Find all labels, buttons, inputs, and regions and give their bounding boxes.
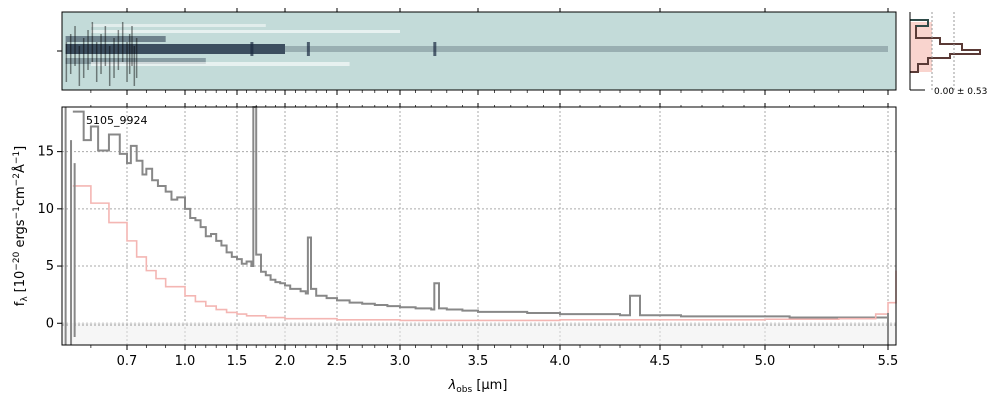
x-tick-label: 1.0 bbox=[175, 354, 196, 369]
spec2d-noise-column bbox=[108, 46, 111, 86]
spec2d-noise-column bbox=[78, 46, 81, 86]
spec2d-noise-column bbox=[95, 42, 98, 82]
spec2d-band bbox=[90, 62, 350, 66]
spec2d-noise-column bbox=[69, 34, 72, 74]
spec2d-noise-column bbox=[100, 34, 102, 74]
y-axis-ticks: 0 5 10 15 bbox=[37, 145, 62, 331]
y-axis-label-units: [10 bbox=[13, 271, 28, 293]
x-tick-label: 4.5 bbox=[650, 354, 671, 369]
spec2d-noise-column bbox=[82, 38, 85, 78]
y-axis-label-exp1: −20 bbox=[12, 251, 22, 270]
spec2d-band bbox=[65, 36, 166, 42]
spec2d-noise-column bbox=[128, 34, 131, 74]
x-tick-label: 2.5 bbox=[327, 354, 348, 369]
x-tick-label: 4.0 bbox=[550, 354, 571, 369]
y-axis-label-exp2: −1 bbox=[12, 206, 22, 219]
flux-series-line bbox=[72, 106, 889, 319]
x-tick-label: 0.7 bbox=[117, 354, 138, 369]
zero-band bbox=[62, 323, 896, 345]
plot-frame bbox=[61, 106, 897, 346]
spec2d-noise-column bbox=[135, 38, 138, 78]
histogram-model-outline bbox=[910, 19, 929, 27]
y-axis-label-mid1: ergs bbox=[13, 219, 28, 251]
spec2d-noise-column bbox=[87, 30, 89, 70]
histogram-stat-label: 0.00 ± 0.53 bbox=[934, 87, 987, 97]
y-axis-label-exp4: −1 bbox=[12, 151, 22, 164]
y-axis-label-end: ] bbox=[13, 146, 28, 151]
spec2d-noise-column bbox=[133, 46, 136, 86]
y-axis-label-mid2: cm bbox=[13, 186, 28, 206]
x-axis-label-sub: obs bbox=[456, 385, 472, 395]
spec2d-emission-line bbox=[433, 42, 437, 56]
spec2d-emission-line bbox=[306, 42, 310, 56]
spec2d-noise-column bbox=[121, 22, 124, 62]
spec2d-streaks bbox=[65, 22, 888, 86]
y-tick-label: 15 bbox=[37, 145, 54, 160]
y-tick-label: 0 bbox=[46, 316, 54, 331]
spec2d-noise-column bbox=[91, 22, 94, 62]
y-axis-label-exp3: −2 bbox=[12, 173, 22, 186]
spec2d-band bbox=[90, 30, 400, 33]
spec2d-noise-column bbox=[65, 42, 68, 82]
x-axis-label-symbol: λ bbox=[448, 378, 457, 393]
y-axis-label: fλ[10−20 ergs−1cm−2Å−1] bbox=[12, 146, 30, 306]
spec2d-band bbox=[65, 58, 206, 64]
x-tick-label: 3.5 bbox=[468, 354, 489, 369]
histogram-panel: 0.00 ± 0.53 bbox=[909, 12, 987, 97]
spec2d-noise-column bbox=[104, 26, 107, 66]
x-tick-label: 2.0 bbox=[275, 354, 296, 369]
x-axis-label-units: [μm] bbox=[472, 378, 507, 393]
x-axis-label: λobs [μm] bbox=[448, 378, 508, 395]
spec2d-panel bbox=[57, 8, 897, 95]
y-tick-label: 5 bbox=[46, 259, 54, 274]
x-tick-label: 5.0 bbox=[755, 354, 776, 369]
spec2d-emission-line bbox=[250, 42, 254, 56]
spec2d-band bbox=[90, 24, 266, 27]
spec2d-noise-column bbox=[126, 42, 128, 82]
spectrum-panel: 0.7 1.0 1.5 2.0 2.5 3.0 3.5 4.0 4.5 5.0 5.5 0 5 10 15… bbox=[37, 103, 898, 369]
spec2d-noise-column bbox=[131, 26, 133, 66]
spec2d-band bbox=[285, 46, 888, 52]
plot-area bbox=[62, 107, 896, 345]
spec2d-band bbox=[65, 44, 285, 54]
error-series-line bbox=[72, 185, 897, 322]
x-tick-label: 3.0 bbox=[390, 354, 411, 369]
x-tick-label: 1.5 bbox=[227, 354, 248, 369]
x-tick-label: 5.5 bbox=[878, 354, 899, 369]
y-tick-label: 10 bbox=[37, 202, 54, 217]
spec2d-noise-column bbox=[117, 30, 120, 70]
spec2d-xticks bbox=[90, 8, 889, 95]
series-group bbox=[64, 106, 897, 345]
y-axis-label-mid3: Å bbox=[12, 164, 28, 173]
spec2d-noise-column bbox=[113, 38, 115, 78]
y-axis-label-symbol: f bbox=[13, 301, 28, 306]
spec2d-noise-column bbox=[74, 26, 76, 66]
y-axis-label-sub: λ bbox=[20, 296, 30, 302]
x-axis-ticks: 0.7 1.0 1.5 2.0 2.5 3.0 3.5 4.0 4.5 5.0 5.5 bbox=[90, 103, 899, 369]
object-label: 5105_9924 bbox=[86, 114, 148, 127]
